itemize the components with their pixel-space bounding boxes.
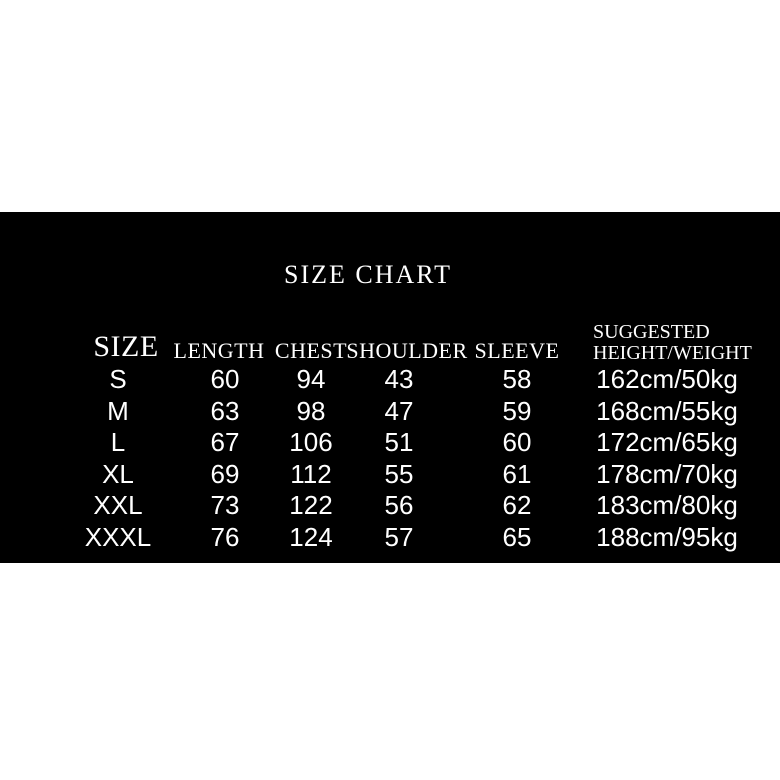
- table-cell: 56: [384, 490, 414, 521]
- table-cell: 94: [296, 364, 326, 394]
- table-cell: L: [110, 427, 126, 458]
- table-cell: 62: [502, 490, 532, 521]
- column-suggested-height-weight: SUGGESTED HEIGHT/WEIGHT 162cm/50kg 168cm…: [577, 310, 757, 554]
- table-cell: 65: [502, 521, 532, 552]
- table-cell: 51: [384, 427, 414, 458]
- table-cell: 106: [289, 427, 333, 458]
- table-cell: 47: [384, 395, 414, 426]
- header-sleeve: SLEEVE: [461, 310, 573, 364]
- column-size: SIZE S M L XL XXL XXXL: [63, 310, 173, 554]
- header-length: LENGTH: [171, 310, 279, 364]
- table-cell: M: [107, 395, 129, 426]
- table-cell: 183cm/80kg: [596, 490, 738, 521]
- header-sleeve-label: SLEEVE: [474, 338, 560, 363]
- header-chest: CHEST: [261, 310, 361, 364]
- table-cell: 43: [384, 364, 414, 394]
- header-shoulder: SHOULDER: [336, 310, 467, 364]
- header-suggested-line1: SUGGESTED: [593, 321, 710, 343]
- table-cell: XXXL: [84, 521, 152, 552]
- table-cell: 69: [210, 458, 240, 489]
- table-cell: XXL: [93, 490, 143, 521]
- table-cell: 63: [210, 395, 240, 426]
- column-chest: CHEST 94 98 106 112 122 124: [261, 310, 361, 554]
- table-cell: 57: [384, 521, 414, 552]
- table-cell: 188cm/95kg: [596, 521, 738, 552]
- header-suggested-line2: HEIGHT/WEIGHT: [593, 342, 752, 364]
- column-sleeve: SLEEVE 58 59 60 61 62 65: [461, 310, 573, 554]
- table-cell: 59: [502, 395, 532, 426]
- table-cell: XL: [102, 458, 134, 489]
- header-suggested-height-weight: SUGGESTED HEIGHT/WEIGHT: [577, 310, 757, 364]
- table-cell: 55: [384, 458, 414, 489]
- column-length: LENGTH 60 63 67 69 73 76: [171, 310, 279, 554]
- table-cell: 61: [502, 458, 532, 489]
- table-cell: 172cm/65kg: [596, 427, 738, 458]
- chart-title: SIZE CHART: [284, 260, 452, 289]
- table-cell: 76: [210, 521, 240, 552]
- header-chest-label: CHEST: [274, 338, 348, 363]
- table-cell: 122: [289, 490, 333, 521]
- table-cell: 162cm/50kg: [596, 364, 738, 394]
- header-shoulder-label: SHOULDER: [346, 338, 468, 363]
- table-cell: 178cm/70kg: [596, 458, 738, 489]
- table-cell: 168cm/55kg: [596, 395, 738, 426]
- table-cell: 60: [210, 364, 240, 394]
- header-size: SIZE: [63, 310, 173, 364]
- table-cell: 67: [210, 427, 240, 458]
- table-cell: 98: [296, 395, 326, 426]
- table-cell: 58: [502, 364, 532, 394]
- header-size-label: SIZE: [93, 330, 159, 363]
- column-shoulder: SHOULDER 43 47 51 55 56 57: [336, 310, 467, 554]
- size-chart-panel: SIZE CHART SIZE S M L XL XXL XXXL LENGTH…: [0, 212, 780, 563]
- header-length-label: LENGTH: [173, 338, 265, 363]
- table-cell: 124: [289, 521, 333, 552]
- table-cell: S: [109, 364, 127, 394]
- table-cell: 60: [502, 427, 532, 458]
- table-cell: 73: [210, 490, 240, 521]
- table-cell: 112: [290, 458, 332, 489]
